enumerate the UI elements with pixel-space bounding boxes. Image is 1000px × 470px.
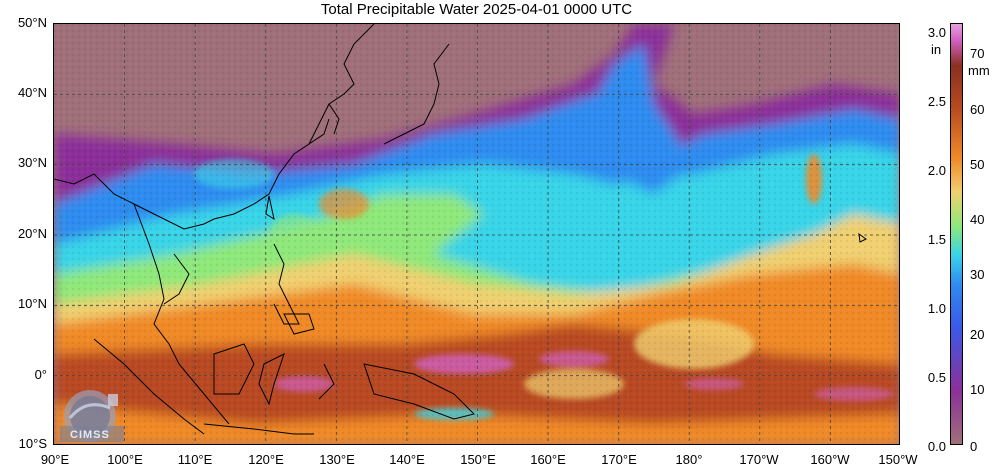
- lon-label-120e: 120°E: [248, 452, 284, 467]
- lon-label-160w: 160°W: [810, 452, 850, 467]
- colorbar-in-label: 1.5: [927, 232, 946, 247]
- cimss-logo: [60, 390, 124, 442]
- lon-label-140e: 140°E: [389, 452, 425, 467]
- lon-label-170w: 170°W: [739, 452, 779, 467]
- colorbar-mm-label: 20: [970, 327, 985, 342]
- lon-label-150w: 150°W: [878, 452, 918, 467]
- colorbar: [950, 23, 963, 445]
- colorbar-mm-label: 40: [970, 212, 985, 227]
- coastlines: [54, 24, 867, 435]
- gridlines: [54, 24, 899, 444]
- colorbar-in-label: 2.0: [927, 163, 946, 178]
- lat-label-50n: 50°N: [17, 15, 47, 30]
- lon-label-90e: 90°E: [40, 452, 70, 467]
- colorbar-mm-label: 70: [970, 46, 985, 61]
- lon-label-150e: 150°E: [460, 452, 496, 467]
- lat-label-10s: 10°S: [18, 436, 47, 451]
- tpw-map: [53, 23, 900, 445]
- cimss-logo-text: CIMSS: [70, 429, 110, 441]
- colorbar-in-label: 0.5: [927, 370, 946, 385]
- colorbar-mm-label: 30: [970, 267, 985, 282]
- lat-label-0: 0°: [34, 367, 47, 382]
- colorbar-mm-label: 10: [970, 382, 985, 397]
- lon-label-180: 180°: [675, 452, 703, 467]
- colorbar-in-label: 3.0: [927, 25, 946, 40]
- lon-label-130e: 130°E: [319, 452, 355, 467]
- colorbar-mm-label: 50: [970, 157, 985, 172]
- colorbar-in-label: 2.5: [927, 94, 946, 109]
- colorbar-unit-in: in: [931, 42, 942, 57]
- tpw-field: [54, 24, 899, 444]
- colorbar-mm-label: 0: [970, 439, 978, 454]
- colorbar-in-label: 0.0: [927, 439, 946, 454]
- lon-label-110e: 110°E: [177, 452, 213, 467]
- chart-title: Total Precipitable Water 2025-04-01 0000…: [320, 1, 633, 18]
- colorbar-unit-mm: mm: [968, 63, 990, 78]
- lat-label-20n: 20°N: [17, 226, 47, 241]
- lon-label-100e: 100°E: [107, 452, 143, 467]
- colorbar-in-label: 1.0: [927, 301, 946, 316]
- lat-label-40n: 40°N: [17, 85, 47, 100]
- lat-label-30n: 30°N: [17, 155, 47, 170]
- lat-label-10n: 10°N: [17, 296, 47, 311]
- colorbar-mm-label: 60: [970, 102, 985, 117]
- lon-label-170e: 170°E: [601, 452, 637, 467]
- lon-label-160e: 160°E: [530, 452, 566, 467]
